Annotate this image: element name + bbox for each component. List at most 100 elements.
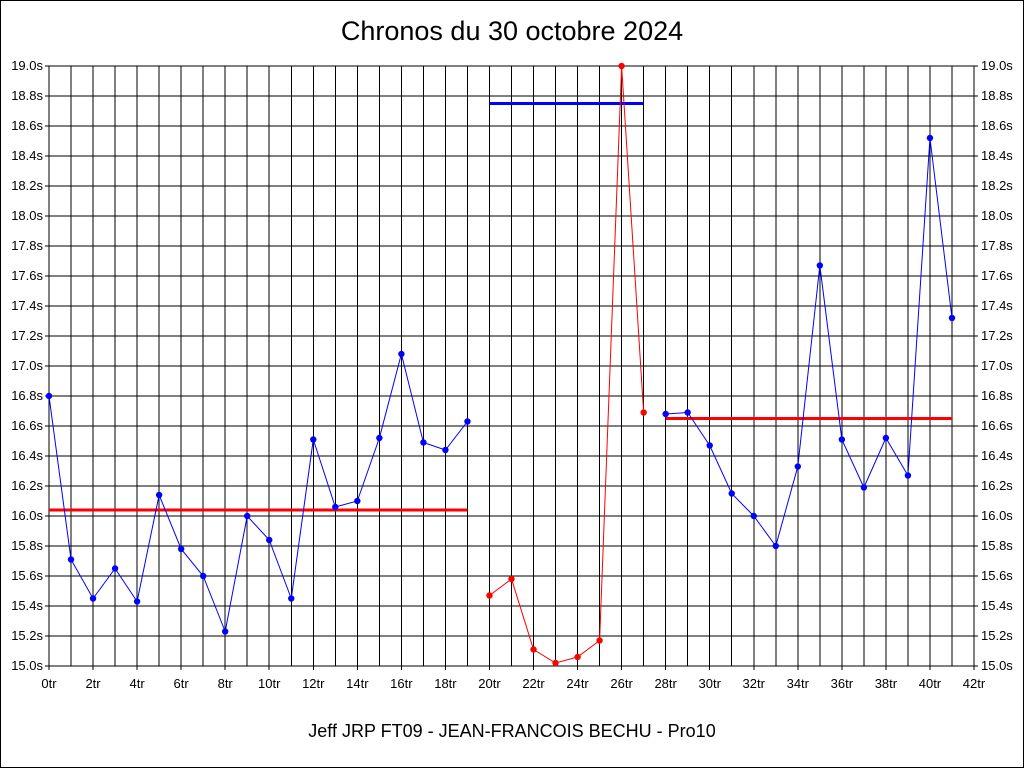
x-tick-label: 26tr xyxy=(610,676,633,691)
y-tick-label-right: 18.2s xyxy=(981,178,1013,193)
data-point xyxy=(155,491,163,499)
data-point xyxy=(89,595,97,602)
x-tick-label: 34tr xyxy=(787,676,810,691)
y-tick-label-right: 17.4s xyxy=(981,298,1013,313)
y-tick-label-left: 15.6s xyxy=(11,568,43,583)
x-tick-label: 28tr xyxy=(654,676,677,691)
x-tick-label: 22tr xyxy=(522,676,545,691)
y-tick-label-left: 18.4s xyxy=(11,148,43,163)
y-tick-label-right: 17.8s xyxy=(981,238,1013,253)
x-tick-label: 36tr xyxy=(831,676,854,691)
data-point xyxy=(948,314,956,322)
y-tick-label-left: 17.0s xyxy=(11,358,43,373)
data-point xyxy=(772,542,779,550)
y-tick-label-right: 15.4s xyxy=(981,598,1013,613)
data-point xyxy=(288,595,295,602)
y-tick-label-right: 15.8s xyxy=(981,538,1013,553)
y-tick-label-left: 17.8s xyxy=(11,238,43,253)
data-point xyxy=(882,434,890,442)
data-point xyxy=(221,628,229,635)
data-point xyxy=(838,436,846,443)
y-tick-label-left: 18.6s xyxy=(11,118,43,133)
x-tick-label: 24tr xyxy=(566,676,589,691)
y-tick-label-right: 18.6s xyxy=(981,118,1013,133)
chart-footer: Jeff JRP FT09 - JEAN-FRANCOIS BECHU - Pr… xyxy=(308,721,716,741)
data-point xyxy=(398,350,405,358)
data-point xyxy=(133,598,141,605)
chart-title: Chronos du 30 octobre 2024 xyxy=(340,16,684,46)
x-tick-label: 42tr xyxy=(963,676,986,691)
data-point xyxy=(530,646,537,653)
y-tick-label-right: 16.4s xyxy=(981,448,1013,463)
y-tick-label-left: 16.8s xyxy=(11,388,43,403)
data-point xyxy=(486,592,493,599)
data-point xyxy=(442,446,449,454)
x-tick-label: 30tr xyxy=(699,676,722,691)
x-tick-label: 32tr xyxy=(743,676,766,691)
y-tick-label-left: 16.0s xyxy=(11,508,43,523)
y-tick-label-left: 15.4s xyxy=(11,598,43,613)
plot-border xyxy=(48,65,975,667)
data-point xyxy=(376,434,383,442)
y-tick-label-right: 18.8s xyxy=(981,88,1013,103)
data-point xyxy=(794,463,802,470)
data-point xyxy=(420,439,427,446)
data-point xyxy=(926,134,934,142)
data-point xyxy=(332,503,339,511)
data-point xyxy=(354,497,361,505)
data-point xyxy=(552,659,559,667)
data-point xyxy=(266,536,273,544)
data-point xyxy=(728,490,735,497)
y-tick-label-left: 18.2s xyxy=(11,178,43,193)
series-line xyxy=(665,137,953,548)
y-tick-label-right: 19.0s xyxy=(981,58,1013,73)
data-point xyxy=(816,262,824,269)
data-point xyxy=(199,572,207,580)
data-point xyxy=(860,484,868,491)
y-tick-label-right: 15.2s xyxy=(981,628,1013,643)
data-point xyxy=(464,418,471,425)
series-line xyxy=(48,353,468,634)
y-tick-label-right: 15.6s xyxy=(981,568,1013,583)
y-tick-label-left: 16.6s xyxy=(11,418,43,433)
y-tick-label-right: 17.6s xyxy=(981,268,1013,283)
x-tick-label: 8tr xyxy=(218,676,234,691)
y-tick-label-right: 18.4s xyxy=(981,148,1013,163)
x-tick-label: 10tr xyxy=(258,676,281,691)
y-tick-label-right: 16.0s xyxy=(981,508,1013,523)
y-tick-label-left: 16.2s xyxy=(11,478,43,493)
y-tick-label-left: 17.2s xyxy=(11,328,43,343)
x-tick-label: 16tr xyxy=(390,676,413,691)
x-tick-label: 12tr xyxy=(302,676,325,691)
y-tick-label-right: 16.2s xyxy=(981,478,1013,493)
y-tick-label-right: 17.2s xyxy=(981,328,1013,343)
x-tick-label: 14tr xyxy=(346,676,369,691)
y-tick-label-right: 15.0s xyxy=(981,658,1013,673)
data-point xyxy=(640,409,647,416)
y-tick-label-left: 16.4s xyxy=(11,448,43,463)
data-point xyxy=(684,409,691,416)
data-point xyxy=(67,556,75,563)
x-tick-label: 40tr xyxy=(919,676,942,691)
y-tick-label-left: 15.2s xyxy=(11,628,43,643)
series-line xyxy=(489,65,645,664)
data-point xyxy=(596,637,603,644)
data-point xyxy=(177,545,185,553)
y-tick-label-right: 18.0s xyxy=(981,208,1013,223)
x-tick-label: 4tr xyxy=(130,676,146,691)
y-tick-label-right: 16.6s xyxy=(981,418,1013,433)
y-tick-label-left: 18.0s xyxy=(11,208,43,223)
x-tick-label: 6tr xyxy=(174,676,190,691)
data-point xyxy=(574,653,581,661)
y-tick-label-right: 16.8s xyxy=(981,388,1013,403)
y-tick-label-left: 19.0s xyxy=(11,58,43,73)
x-tick-label: 18tr xyxy=(434,676,457,691)
y-tick-label-left: 15.0s xyxy=(11,658,43,673)
y-tick-label-left: 17.6s xyxy=(11,268,43,283)
data-point xyxy=(244,512,251,520)
y-tick-label-right: 17.0s xyxy=(981,358,1013,373)
y-tick-label-left: 17.4s xyxy=(11,298,43,313)
data-point xyxy=(618,62,625,70)
data-point xyxy=(662,410,669,418)
